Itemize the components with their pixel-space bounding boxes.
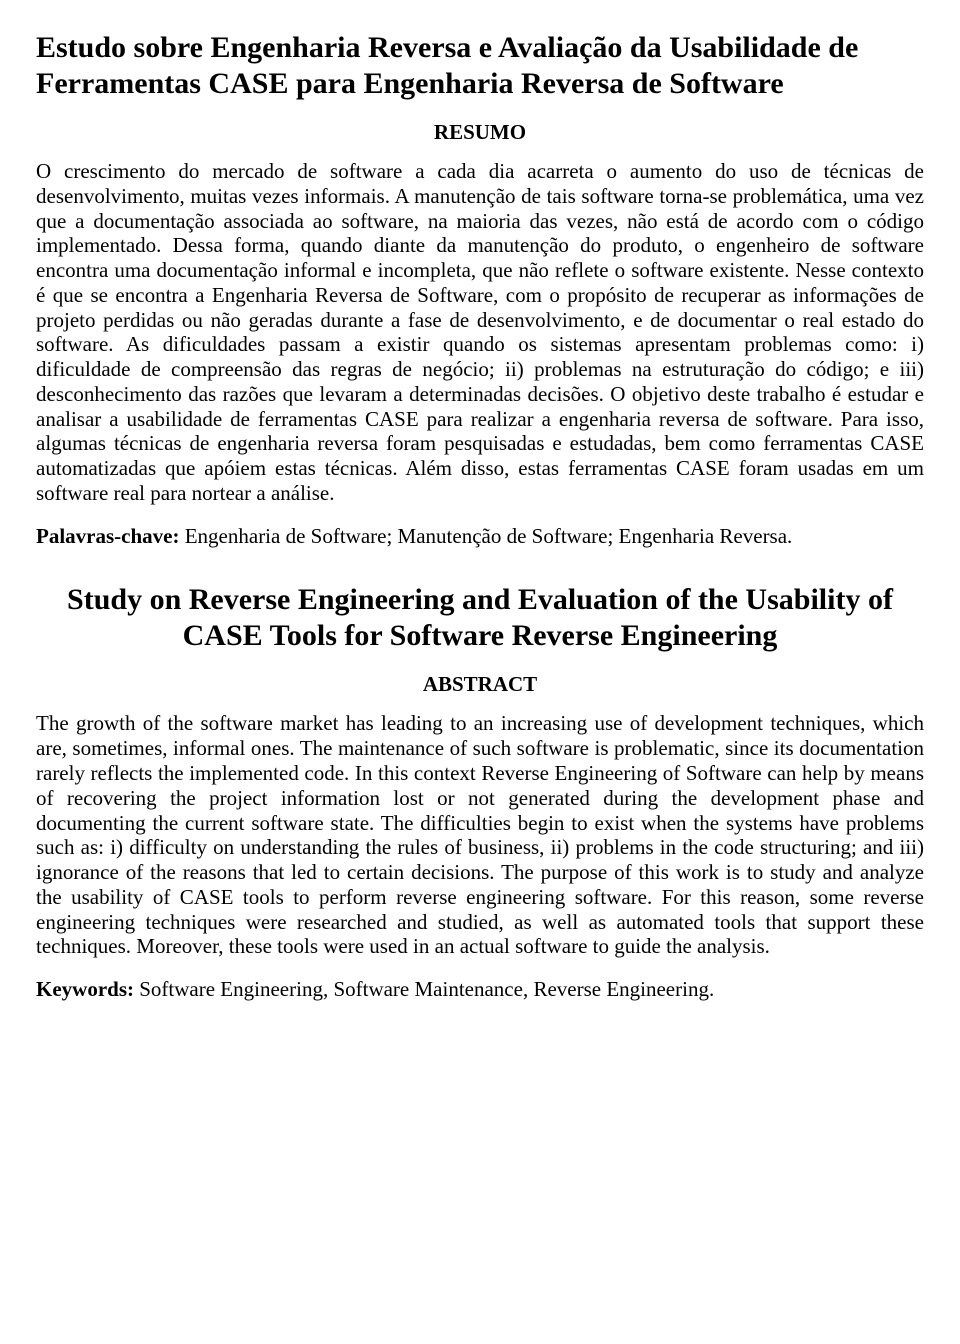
keywords-label: Keywords: [36,977,134,1001]
resumo-text: O crescimento do mercado de software a c… [36,159,924,506]
abstract-heading: ABSTRACT [36,672,924,697]
keywords-text: Software Engineering, Software Maintenan… [134,977,714,1001]
abstract-text: The growth of the software market has le… [36,711,924,959]
palavras-chave-label: Palavras-chave: [36,524,179,548]
title-en: Study on Reverse Engineering and Evaluat… [36,582,924,654]
keywords: Keywords: Software Engineering, Software… [36,977,924,1002]
resumo-heading: RESUMO [36,120,924,145]
title-pt: Estudo sobre Engenharia Reversa e Avalia… [36,30,924,102]
palavras-chave: Palavras-chave: Engenharia de Software; … [36,524,924,549]
palavras-chave-text: Engenharia de Software; Manutenção de So… [179,524,792,548]
